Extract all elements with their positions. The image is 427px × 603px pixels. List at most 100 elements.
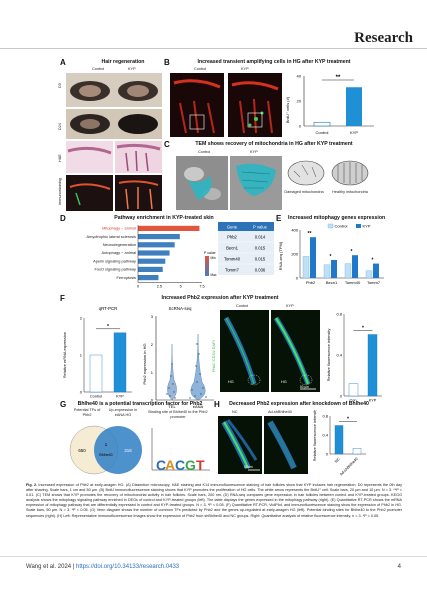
bar	[138, 225, 200, 231]
image-label: Control	[194, 67, 207, 71]
significance-mark: **	[308, 231, 312, 237]
bar	[138, 275, 159, 281]
venn-count: 650	[78, 448, 86, 453]
footer-rule	[0, 556, 427, 557]
tick-label: 0	[340, 393, 343, 398]
significance-mark: *	[107, 324, 109, 330]
image-label: Control	[236, 304, 249, 308]
bar	[365, 270, 373, 279]
bar	[138, 266, 163, 272]
bhlhe40-intensity-chart: Relative fluorescence intensity 0 0.4 0.8 NC…	[312, 410, 366, 477]
tick-label: 0	[80, 389, 83, 394]
pathway-bar-chart: Mitophagy − animal Amyotrophic lateral sc…	[86, 225, 217, 288]
scale-bar-label: 50 μm	[244, 465, 253, 469]
venn-count: 216	[124, 448, 132, 453]
tick-label: 200	[291, 251, 298, 256]
legend-label: Damaged mitochondria	[284, 190, 324, 194]
panel-label: C	[164, 140, 170, 149]
bar	[313, 121, 331, 127]
tick-label: 7.5	[199, 284, 204, 288]
pathway-label: Ferroptosis	[117, 275, 137, 280]
table-header: P value	[253, 225, 268, 230]
bar	[344, 263, 352, 279]
legend-label: Healthy mitochondria	[332, 190, 368, 194]
page-number: 4	[397, 564, 401, 570]
table-cell: Becn1	[226, 246, 239, 251]
phb2-intensity-chart: Relative fluorescence intensity 0 0.4 0.8 Co…	[326, 311, 382, 403]
significance-mark: *	[372, 258, 374, 264]
brdu-bar-chart: BrdU⁺ cells (#) 0 20 40 ** Control KYP	[285, 74, 374, 135]
column-label: Control	[92, 67, 105, 71]
tick-label: 0	[151, 398, 154, 403]
svg-text:C: C	[156, 457, 166, 473]
image-label: KYP	[241, 67, 249, 71]
table-cell: 0.015	[255, 246, 266, 251]
footer-authors: Wang et al. 2024 |	[26, 564, 77, 570]
table-cell: 0.036	[255, 268, 266, 273]
caption-lead: Fig. 2.	[26, 483, 38, 487]
tick-label: 1	[80, 352, 83, 357]
chart-title: qRT-PCR	[99, 306, 118, 311]
tick-label: eANA	[193, 404, 204, 409]
qpcr-bar-chart: qRT-PCR Relative mRNA expression 0 1 2 Contro…	[62, 306, 132, 399]
table-cell: 0.014	[255, 235, 266, 240]
legend-title: P value	[204, 251, 216, 255]
bar	[346, 87, 362, 126]
tick-label: 5	[180, 284, 182, 288]
tick-label: 1	[151, 370, 154, 375]
tick-label: 40	[297, 74, 302, 79]
tick-label: 0.4	[322, 432, 328, 437]
tick-label: KYP	[116, 395, 124, 399]
venn-center-label: Bhlhe40	[99, 453, 112, 457]
panel-title: Decreased Phb2 expression after knockdow…	[229, 401, 369, 407]
tem-images	[176, 156, 282, 210]
legend-swatch	[327, 223, 334, 229]
svg-text:G: G	[185, 457, 196, 473]
bar	[331, 260, 337, 278]
tick-label: 3	[151, 314, 154, 319]
venn-set-label: Up-expression in eANA HG	[108, 408, 138, 417]
panel-title: Hair regeneration	[101, 59, 145, 65]
image-label: NC	[232, 410, 238, 414]
tick-label: 0	[137, 284, 139, 288]
bar	[323, 264, 331, 279]
header-rule	[0, 48, 427, 49]
doi-link[interactable]: https://doi.org/10.34133/research.0433	[76, 564, 180, 570]
column-label: Control	[198, 150, 211, 154]
tick-label: Control	[90, 395, 102, 399]
bar	[89, 354, 103, 393]
tick-label: KYP	[350, 130, 358, 135]
table-header: Gene	[227, 225, 238, 230]
image-label: KYP	[286, 304, 294, 308]
tick-label: Con.	[349, 399, 357, 403]
bar	[352, 448, 362, 455]
motif-title: Binding site of Bhlhe40 to the Phb2 prom…	[148, 410, 208, 419]
bar	[352, 255, 358, 278]
table-cell: Phb2	[227, 235, 237, 240]
column-label: KYP	[128, 67, 136, 71]
bar	[138, 258, 166, 264]
tick-label: Phb2	[306, 280, 316, 285]
tick-label: 20	[297, 99, 302, 104]
chart-title: ScRNA-seq	[169, 306, 192, 311]
brdu-images	[170, 73, 282, 137]
table-cell: Tomm40	[224, 257, 241, 262]
scale-bar-label: 50 μm	[300, 385, 309, 389]
tick-label: Tomm40	[345, 280, 361, 285]
gene-table: Gene P value Phb2 0.014 Becn1 0.015 Tomm…	[218, 222, 274, 275]
tick-label: 400	[291, 227, 298, 232]
image-label: Ad-shBhlhe40	[268, 410, 292, 414]
pathway-label: Apelin signaling pathway	[93, 258, 136, 263]
svg-text:A: A	[165, 457, 175, 473]
journal-name: Research	[354, 30, 413, 46]
panel-label: D	[60, 214, 66, 223]
svg-text:T: T	[196, 457, 205, 473]
panel-title: Bhlhe40 is a potential transcription fac…	[77, 401, 203, 407]
pathway-label: Neurodegeneration	[103, 242, 136, 247]
legend-label: Max	[211, 273, 217, 277]
tick-label: TEL	[168, 404, 176, 409]
significance-mark: *	[351, 249, 353, 255]
hair-regeneration-images	[66, 73, 162, 211]
caption-text: Increased expression of Phb2 at early-an…	[26, 483, 402, 518]
